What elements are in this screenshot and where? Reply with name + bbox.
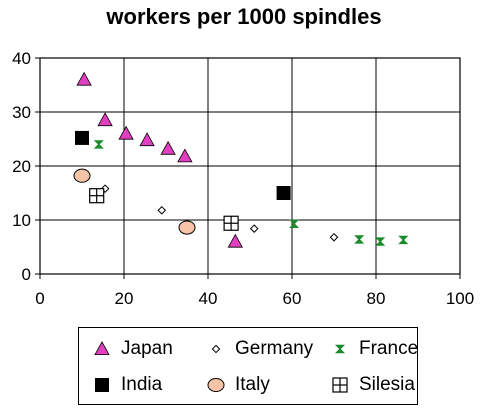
y-tick-label: 0	[22, 265, 31, 284]
x-tick-label: 20	[115, 289, 134, 308]
legend-item-japan: Japan	[91, 336, 173, 362]
point-india	[276, 186, 291, 200]
y-tick-label: 20	[12, 157, 31, 176]
legend-marker-japan	[94, 341, 110, 356]
y-tick-label: 30	[12, 103, 31, 122]
y-tick-label: 40	[12, 49, 31, 68]
point-italy	[73, 168, 91, 183]
point-japan	[139, 132, 155, 147]
chart-title: workers per 1000 spindles	[106, 4, 382, 29]
tick-labels: 0 20 40 60 80 100 0 10 20 30 40	[12, 49, 474, 308]
y-tick-label: 10	[12, 211, 31, 230]
grid-lines	[39, 57, 461, 275]
point-india	[75, 130, 89, 145]
point-japan	[118, 125, 134, 140]
legend-item-silesia: Silesia	[329, 372, 415, 398]
legend-label: Italy	[235, 374, 270, 395]
legend-item-india: India	[91, 372, 162, 398]
x-tick-label: 40	[199, 289, 218, 308]
point-france	[93, 140, 104, 149]
point-italy	[178, 220, 196, 235]
legend-marker-silesia	[332, 377, 348, 393]
point-japan	[227, 233, 243, 248]
legend-symbol	[95, 378, 109, 392]
point-germany	[249, 224, 259, 233]
point-japan	[76, 71, 92, 86]
x-tick-label: 80	[367, 289, 386, 308]
legend-label: France	[359, 338, 419, 359]
point-japan	[160, 140, 176, 155]
point-france	[289, 219, 300, 228]
legend-symbol	[334, 344, 346, 354]
legend-label: Germany	[235, 338, 314, 359]
legend-marker-germany	[211, 344, 221, 354]
data-points	[73, 71, 409, 248]
legend-marker-france	[334, 344, 346, 354]
legend-label: India	[121, 374, 163, 395]
legend-item-germany: Germany	[205, 336, 313, 362]
legend-item-france: France	[329, 336, 418, 362]
point-japan	[177, 148, 193, 163]
point-france	[398, 235, 409, 245]
legend-symbol	[207, 377, 225, 393]
x-tick-label: 0	[35, 289, 44, 308]
legend-label: Japan	[121, 338, 173, 359]
legend-marker-india	[95, 378, 109, 392]
point-germany	[329, 232, 339, 242]
point-france	[354, 235, 365, 244]
legend: Japan Germany France India Italy Silesia	[78, 327, 418, 405]
axes	[35, 57, 461, 279]
legend-item-italy: Italy	[205, 372, 270, 398]
x-tick-label: 60	[283, 289, 302, 308]
legend-symbol	[94, 341, 110, 356]
x-tick-label: 100	[446, 289, 474, 308]
scatter-plot: 0 20 40 60 80 100 0 10 20 30 40	[12, 49, 474, 308]
point-germany	[157, 205, 167, 215]
point-silesia	[223, 215, 239, 231]
legend-symbol	[332, 377, 348, 393]
legend-marker-italy	[207, 377, 225, 393]
point-france	[375, 237, 386, 246]
point-silesia	[89, 188, 105, 204]
legend-label: Silesia	[359, 374, 415, 395]
point-japan	[97, 112, 113, 127]
legend-symbol	[211, 344, 221, 354]
